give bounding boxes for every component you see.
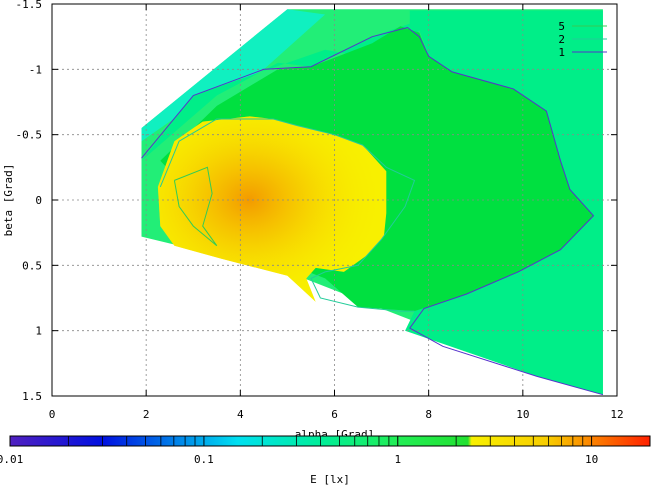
legend: 521 (558, 20, 607, 59)
y-tick-label: 0.5 (22, 259, 42, 272)
colorbar-tick-label: 0.01 (0, 453, 23, 466)
colorbar: 0.01 0.1 1 10 E [lx] (0, 435, 651, 486)
contour-line-2 (159, 118, 416, 312)
colorbar-tick-label: 1 (394, 453, 401, 466)
colorbar-ticks: 0.01 0.1 1 10 (0, 436, 651, 466)
y-tick-label: 1.5 (22, 390, 42, 403)
contour-lines (141, 26, 604, 396)
y-axis-label: beta [Grad] (2, 164, 15, 237)
axes: 0 2 4 6 8 10 12-1.5-1-0.500.511.5 (16, 0, 624, 421)
x-tick-label: 12 (610, 408, 623, 421)
colorbar-tick-label: 10 (585, 453, 598, 466)
y-tick-label: 1 (35, 325, 42, 338)
x-tick-label: 4 (237, 408, 244, 421)
y-tick-label: 0 (35, 194, 42, 207)
legend-label: 5 (558, 20, 565, 33)
legend-label: 1 (558, 46, 565, 59)
x-tick-label: 2 (143, 408, 150, 421)
region-below-1-area (141, 10, 603, 395)
x-tick-label: 6 (331, 408, 338, 421)
colorbar-gradient (9, 435, 651, 447)
y-tick-label: -1 (29, 63, 42, 76)
region-hot-core (157, 116, 387, 302)
legend-label: 2 (558, 33, 565, 46)
heatmap-regions (141, 9, 603, 395)
x-tick-label: 10 (516, 408, 529, 421)
contour-line-1 (141, 26, 604, 396)
grid (52, 4, 617, 396)
colorbar-tick-label: 0.1 (194, 453, 214, 466)
y-tick-label: -0.5 (16, 129, 43, 142)
colorbar-label: E [lx] (310, 473, 350, 486)
x-tick-label: 8 (425, 408, 432, 421)
x-tick-label: 0 (49, 408, 56, 421)
contour-line-5 (173, 166, 218, 247)
y-tick-label: -1.5 (16, 0, 43, 11)
